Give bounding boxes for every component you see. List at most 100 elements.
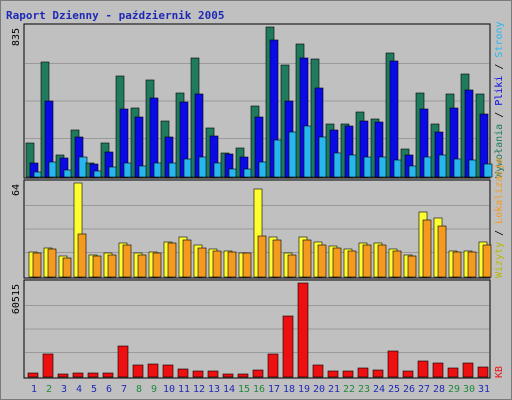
bar-visits-lokalizacje-day-23	[362, 244, 372, 278]
bar-visits-lokalizacje-day-25	[392, 250, 402, 278]
bar-visits-lokalizacje-day-10	[167, 242, 177, 278]
bar-visits-lokalizacje-day-31	[482, 244, 492, 278]
day-label-10: 10	[163, 384, 175, 395]
bar-visits-lokalizacje-day-13	[212, 250, 222, 278]
bar-visits-lokalizacje-day-2	[47, 248, 57, 278]
day-label-11: 11	[178, 384, 190, 395]
day-label-20: 20	[313, 384, 325, 395]
bar-kb-kb-day-26	[402, 370, 414, 378]
chart-title: Raport Dzienny - październik 2005	[6, 9, 225, 22]
bar-visits-lokalizacje-day-14	[227, 251, 237, 278]
bar-visits-lokalizacje-day-11	[182, 239, 192, 278]
bar-hits-strony-day-31	[483, 163, 493, 178]
bar-visits-lokalizacje-day-30	[467, 251, 477, 278]
legend-hits: Wywołania / Pliki / Strony	[494, 21, 505, 178]
bar-kb-kb-day-21	[327, 370, 339, 378]
day-label-14: 14	[223, 384, 235, 395]
legend-item: Pliki	[494, 76, 505, 106]
day-label-19: 19	[298, 384, 310, 395]
bar-kb-kb-day-8	[132, 364, 144, 378]
bar-visits-lokalizacje-day-6	[107, 254, 117, 278]
day-label-23: 23	[358, 384, 370, 395]
bar-kb-kb-day-19	[297, 282, 309, 378]
bar-visits-lokalizacje-day-17	[272, 239, 282, 278]
bar-kb-kb-day-1	[27, 372, 39, 378]
day-label-31: 31	[478, 384, 490, 395]
day-label-24: 24	[373, 384, 385, 395]
bar-kb-kb-day-23	[357, 367, 369, 378]
bar-kb-kb-day-17	[267, 353, 279, 378]
peak-value-label: 835	[11, 28, 22, 46]
day-label-17: 17	[268, 384, 280, 395]
day-label-8: 8	[136, 384, 142, 395]
bar-kb-kb-day-22	[342, 370, 354, 378]
bar-visits-lokalizacje-day-22	[347, 250, 357, 278]
legend-item: KB	[494, 366, 505, 378]
bar-visits-lokalizacje-day-18	[287, 254, 297, 278]
day-label-27: 27	[418, 384, 430, 395]
day-label-26: 26	[403, 384, 415, 395]
day-label-7: 7	[121, 384, 127, 395]
bar-kb-kb-day-6	[102, 372, 114, 378]
peak-labels: 835 64 60515	[11, 28, 22, 314]
bar-visits-lokalizacje-day-15	[242, 252, 252, 278]
day-label-4: 4	[76, 384, 82, 395]
legend-kb: KB	[494, 366, 505, 378]
bar-kb-kb-day-29	[447, 367, 459, 378]
bar-kb-kb-day-10	[162, 364, 174, 378]
bar-visits-lokalizacje-day-16	[257, 235, 267, 278]
bar-kb-kb-day-27	[417, 360, 429, 378]
bar-kb-kb-day-4	[72, 372, 84, 378]
bar-kb-kb-day-31	[477, 366, 489, 378]
day-label-5: 5	[91, 384, 97, 395]
legend-item: Wywołania	[494, 124, 505, 178]
day-label-25: 25	[388, 384, 400, 395]
day-label-12: 12	[193, 384, 205, 395]
day-label-21: 21	[328, 384, 340, 395]
legend-visits: Wizyty / Lokalizacje	[494, 158, 505, 278]
day-label-29: 29	[448, 384, 460, 395]
bar-visits-lokalizacje-day-29	[452, 251, 462, 278]
day-label-28: 28	[433, 384, 445, 395]
bar-visits-lokalizacje-day-24	[377, 244, 387, 278]
day-label-6: 6	[106, 384, 112, 395]
day-label-30: 30	[463, 384, 475, 395]
bar-kb-kb-day-18	[282, 315, 294, 378]
day-label-13: 13	[208, 384, 220, 395]
legend-item: Wizyty	[494, 242, 505, 278]
bar-kb-kb-day-7	[117, 345, 129, 378]
bar-visits-lokalizacje-day-5	[92, 255, 102, 278]
day-label-18: 18	[283, 384, 295, 395]
bar-kb-kb-day-20	[312, 364, 324, 378]
bar-visits-lokalizacje-day-9	[152, 252, 162, 278]
day-label-1: 1	[31, 384, 37, 395]
day-label-22: 22	[343, 384, 355, 395]
bar-kb-kb-day-5	[87, 372, 99, 378]
bar-visits-lokalizacje-day-3	[62, 257, 72, 278]
bar-kb-kb-day-14	[222, 373, 234, 378]
bar-visits-lokalizacje-day-20	[317, 244, 327, 278]
bar-kb-kb-day-3	[57, 373, 69, 378]
bar-visits-lokalizacje-day-4	[77, 233, 87, 278]
bar-kb-kb-day-16	[252, 369, 264, 378]
bar-layer	[25, 26, 493, 378]
day-label-9: 9	[151, 384, 157, 395]
bar-visits-lokalizacje-day-27	[422, 219, 432, 278]
peak-value-label: 60515	[11, 284, 22, 314]
bar-visits-lokalizacje-day-12	[197, 247, 207, 278]
bar-visits-lokalizacje-day-8	[137, 254, 147, 278]
bar-kb-kb-day-30	[462, 362, 474, 378]
legend-item: Strony	[494, 21, 505, 57]
day-label-15: 15	[238, 384, 250, 395]
bar-kb-kb-day-25	[387, 350, 399, 378]
bar-visits-lokalizacje-day-21	[332, 247, 342, 278]
legend-item: Lokalizacje	[494, 158, 505, 224]
bar-kb-kb-day-13	[207, 370, 219, 378]
bar-kb-kb-day-2	[42, 353, 54, 378]
bar-kb-kb-day-12	[192, 370, 204, 378]
bar-visits-lokalizacje-day-28	[437, 225, 447, 278]
day-axis: 1 2 3 4 5 6 7 8 9 10 11 12 13 14 15 16 17 18 19 20 21 22 23 24 2…	[31, 384, 490, 395]
bar-kb-kb-day-9	[147, 363, 159, 378]
